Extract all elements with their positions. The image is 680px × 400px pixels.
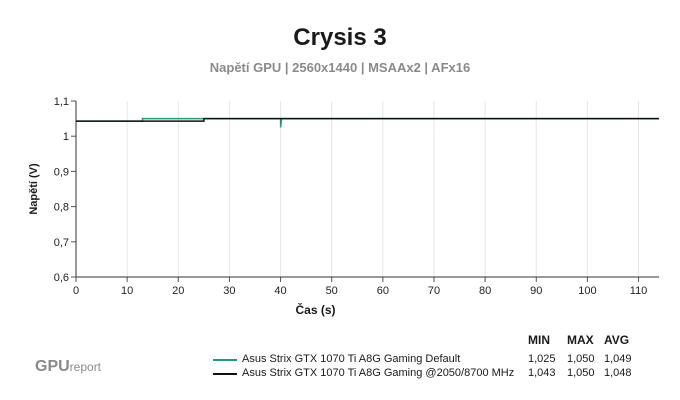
- legend-series-name: Asus Strix GTX 1070 Ti A8G Gaming Defaul…: [242, 353, 461, 365]
- x-tick-label: 70: [428, 285, 440, 297]
- chart-subtitle: Napětí GPU | 2560x1440 | MSAAx2 | AFx16: [209, 60, 471, 75]
- legend-header-max: MAX: [567, 333, 594, 347]
- x-tick-label: 60: [377, 285, 389, 297]
- y-tick-label: 0,7: [54, 237, 69, 249]
- legend-header-min: MIN: [528, 333, 550, 347]
- x-tick-label: 20: [172, 285, 184, 297]
- legend-min-value: 1,043: [528, 367, 556, 379]
- x-tick-label: 100: [578, 285, 596, 297]
- x-tick-label: 40: [274, 285, 286, 297]
- y-tick-label: 1,1: [54, 96, 69, 108]
- x-tick-label: 30: [223, 285, 235, 297]
- x-tick-label: 110: [630, 285, 648, 297]
- x-tick-label: 80: [479, 285, 491, 297]
- y-axis-label: Napětí (V): [28, 163, 40, 215]
- series-line-1: [76, 117, 659, 128]
- legend-swatch-default: [213, 359, 237, 361]
- x-axis-label: Čas (s): [295, 302, 335, 317]
- y-tick-label: 1: [63, 131, 69, 143]
- brand-logo-small: report: [69, 360, 102, 374]
- x-tick-label: 10: [121, 285, 133, 297]
- brand-logo-main: GPU: [35, 358, 70, 375]
- legend-swatch-oc: [213, 373, 237, 375]
- y-tick-label: 0,9: [54, 166, 69, 178]
- brand-logo: GPUreport: [35, 358, 101, 376]
- series-line-2: [76, 117, 659, 122]
- chart-title: Crysis 3: [293, 24, 387, 51]
- chart-svg: 0 10 20 30 40 50 60 70 80 90 100 110 0,6 0,7 0,8 0,9 1 1,…: [28, 96, 659, 317]
- legend-avg-value: 1,049: [604, 353, 632, 365]
- x-tick-label: 50: [326, 285, 338, 297]
- legend-max-value: 1,050: [567, 353, 595, 365]
- legend-series-name: Asus Strix GTX 1070 Ti A8G Gaming @2050/…: [242, 367, 515, 379]
- x-tick-label: 0: [73, 285, 79, 297]
- legend-header-avg: AVG: [604, 333, 630, 347]
- y-tick-label: 0,6: [54, 272, 69, 284]
- legend-max-value: 1,050: [567, 367, 595, 379]
- x-tick-label: 90: [530, 285, 542, 297]
- legend-avg-value: 1,048: [604, 367, 632, 379]
- y-tick-label: 0,8: [54, 202, 69, 214]
- legend-min-value: 1,025: [528, 353, 556, 365]
